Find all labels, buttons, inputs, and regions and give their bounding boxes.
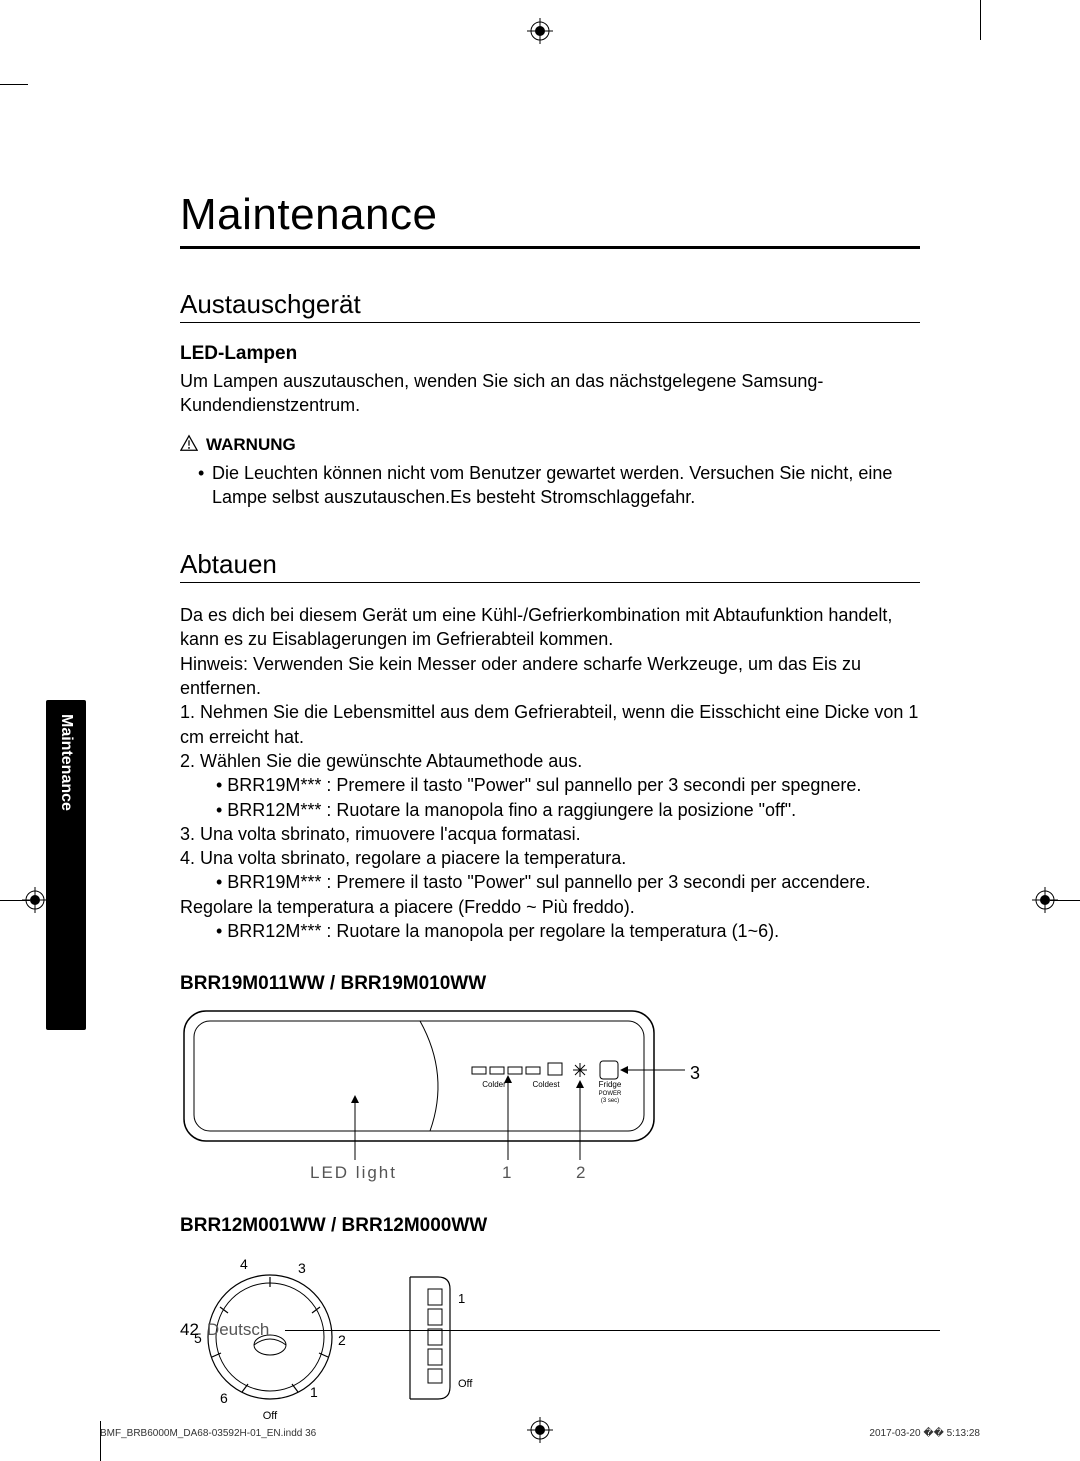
- diagram-callout: 1: [502, 1163, 511, 1183]
- svg-text:Off: Off: [458, 1378, 473, 1390]
- diagram-label: Coldest: [532, 1080, 560, 1089]
- list-item: • BRR12M*** : Ruotare la manopola per re…: [180, 919, 920, 943]
- body-text: Hinweis: Verwenden Sie kein Messer oder …: [180, 652, 920, 701]
- imprint-timestamp: 2017-03-20 �� 5:13:28: [869, 1428, 980, 1439]
- diagram-label: (3 sec): [601, 1098, 619, 1104]
- divider: [180, 246, 920, 249]
- crop-mark: [980, 0, 981, 40]
- svg-text:1: 1: [458, 1291, 465, 1306]
- page: Maintenance Austauschgerät LED-Lampen Um…: [100, 40, 980, 1420]
- page-footer: 42 Deutsch: [180, 1320, 940, 1340]
- diagram-callout: 3: [690, 1063, 700, 1084]
- registration-mark-icon: [1032, 887, 1058, 913]
- page-number: 42: [180, 1320, 199, 1340]
- control-panel-diagram: Colder Coldest Fridge POWER (3 sec) LED …: [180, 1005, 700, 1185]
- svg-text:4: 4: [240, 1256, 248, 1272]
- model-heading: BRR12M001WW / BRR12M000WW: [180, 1215, 920, 1237]
- registration-mark-icon: [22, 887, 48, 913]
- svg-text:3: 3: [298, 1260, 306, 1276]
- list-item: 4. Una volta sbrinato, regolare a piacer…: [180, 846, 920, 870]
- svg-text:6: 6: [220, 1390, 228, 1406]
- subheading: LED-Lampen: [180, 343, 920, 365]
- divider: [180, 322, 920, 323]
- body-text: Da es dich bei diesem Gerät um eine Kühl…: [180, 603, 920, 652]
- list-item: Regolare la temperatura a piacere (Fredd…: [180, 895, 920, 919]
- list-item: • BRR19M*** : Premere il tasto "Power" s…: [180, 870, 920, 894]
- warning-row: WARNUNG: [180, 434, 920, 457]
- model-heading: BRR19M011WW / BRR19M010WW: [180, 973, 920, 995]
- diagram-callout: 2: [576, 1163, 585, 1183]
- section-heading: Austauschgerät: [180, 289, 920, 320]
- imprint-footer: BMF_BRB6000M_DA68-03592H-01_EN.indd 36 2…: [100, 1428, 980, 1439]
- page-language: Deutsch: [207, 1320, 269, 1340]
- diagram-label: POWER: [599, 1091, 622, 1097]
- crop-mark: [0, 84, 28, 85]
- divider: [180, 582, 920, 583]
- list-item: 2. Wählen Sie die gewünschte Abtaumethod…: [180, 749, 920, 773]
- divider: [285, 1330, 940, 1331]
- list-item: Die Leuchten können nicht vom Benutzer g…: [198, 461, 920, 510]
- warning-list: Die Leuchten können nicht vom Benutzer g…: [180, 461, 920, 510]
- imprint-file: BMF_BRB6000M_DA68-03592H-01_EN.indd 36: [100, 1428, 316, 1439]
- side-tab: Maintenance: [46, 700, 86, 1030]
- diagram-label: Colder: [482, 1080, 506, 1089]
- numbered-list: 1. Nehmen Sie die Lebensmittel aus dem G…: [180, 700, 920, 943]
- section-heading: Abtauen: [180, 549, 920, 580]
- warning-label: WARNUNG: [206, 435, 296, 455]
- svg-text:1: 1: [310, 1384, 318, 1400]
- svg-text:Off: Off: [263, 1410, 278, 1422]
- list-item: • BRR12M*** : Ruotare la manopola fino a…: [180, 798, 920, 822]
- list-item: 3. Una volta sbrinato, rimuovere l'acqua…: [180, 822, 920, 846]
- diagram-label: LED light: [310, 1163, 397, 1183]
- list-item: 1. Nehmen Sie die Lebensmittel aus dem G…: [180, 700, 920, 749]
- list-item: • BRR19M*** : Premere il tasto "Power" s…: [180, 773, 920, 797]
- warning-icon: [180, 434, 198, 457]
- body-text: Um Lampen auszutauschen, wenden Sie sich…: [180, 369, 920, 418]
- page-title: Maintenance: [180, 190, 920, 240]
- diagram-label: Fridge: [599, 1080, 622, 1089]
